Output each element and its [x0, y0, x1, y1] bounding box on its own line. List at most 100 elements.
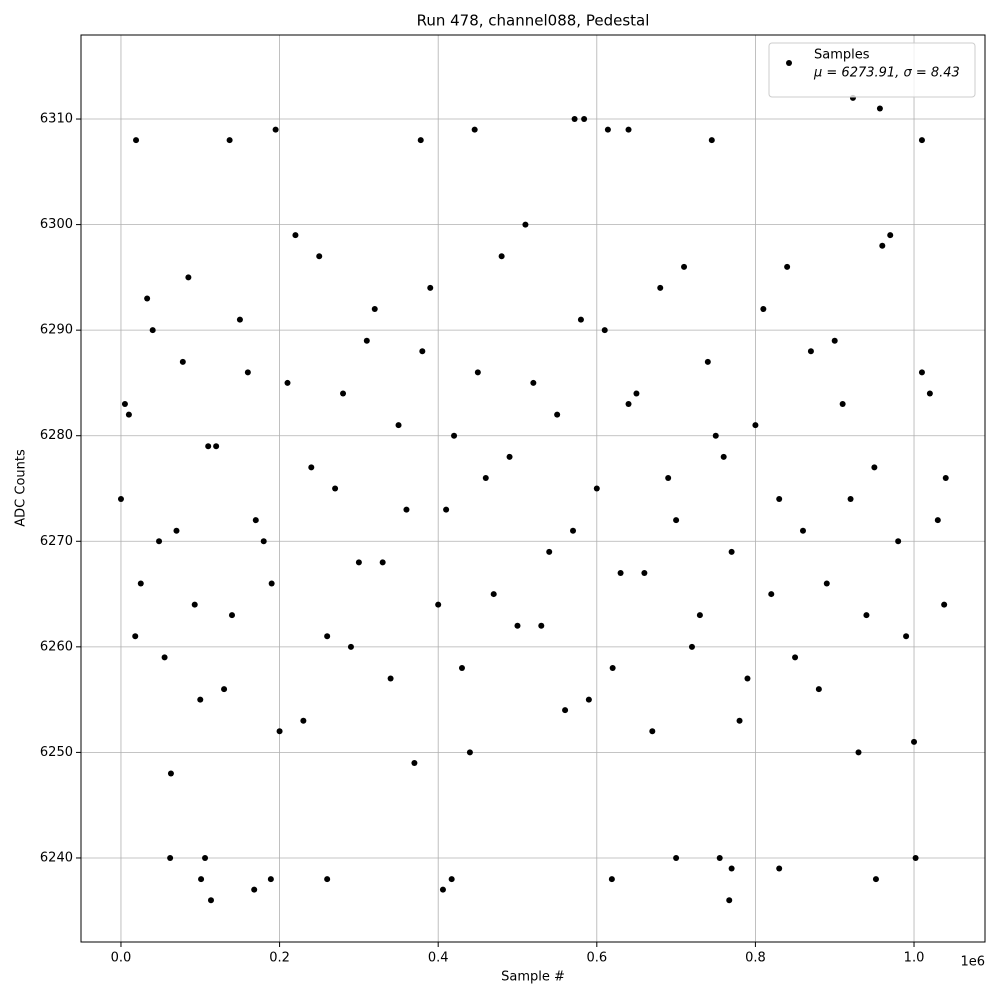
point — [895, 538, 902, 545]
point — [324, 876, 331, 883]
point — [704, 358, 711, 365]
point — [581, 116, 588, 123]
y-tick-label: 6270 — [40, 534, 73, 549]
point — [604, 126, 611, 133]
point — [728, 548, 735, 555]
point — [657, 284, 664, 291]
point — [522, 221, 529, 228]
point — [530, 379, 537, 386]
y-tick-label: 6280 — [40, 428, 73, 443]
point — [716, 854, 723, 861]
point — [912, 854, 919, 861]
point — [133, 137, 140, 144]
y-tick-label: 6240 — [40, 850, 73, 865]
point — [121, 401, 128, 408]
point — [918, 137, 925, 144]
x-offset-label: 1e6 — [960, 955, 985, 970]
point — [417, 137, 424, 144]
point — [347, 643, 354, 650]
x-tick-label: 0.0 — [111, 951, 132, 966]
legend-note: μ = 6273.91, σ = 8.43 — [813, 66, 960, 81]
point — [471, 126, 478, 133]
point — [419, 348, 426, 355]
point — [514, 622, 521, 629]
point — [167, 854, 174, 861]
point — [403, 506, 410, 513]
point — [161, 654, 168, 661]
point — [197, 696, 204, 703]
point — [482, 474, 489, 481]
point — [292, 232, 299, 239]
point — [728, 865, 735, 872]
point — [649, 728, 656, 735]
point — [435, 601, 442, 608]
point — [625, 126, 632, 133]
point — [926, 390, 933, 397]
point — [156, 538, 163, 545]
point — [191, 601, 198, 608]
point — [308, 464, 315, 471]
legend-marker — [786, 60, 792, 66]
x-tick-label: 0.8 — [745, 951, 766, 966]
chart-title: Run 478, channel088, Pedestal — [417, 12, 650, 30]
y-axis-label: ADC Counts — [14, 449, 29, 527]
x-axis-label: Sample # — [501, 970, 565, 985]
point — [720, 453, 727, 460]
point — [144, 295, 151, 302]
point — [179, 358, 186, 365]
point — [776, 496, 783, 503]
point — [839, 401, 846, 408]
point — [673, 854, 680, 861]
point — [903, 633, 910, 640]
point — [871, 464, 878, 471]
point — [577, 316, 584, 323]
point — [387, 675, 394, 682]
point — [688, 643, 695, 650]
point — [474, 369, 481, 376]
point — [221, 686, 228, 693]
point — [799, 527, 806, 534]
point — [251, 886, 258, 893]
x-tick-label: 1.0 — [904, 951, 925, 966]
point — [887, 232, 894, 239]
point — [284, 379, 291, 386]
point — [546, 548, 553, 555]
legend-label: Samples — [814, 48, 870, 63]
point — [173, 527, 180, 534]
point — [876, 105, 883, 112]
point — [466, 749, 473, 756]
point — [625, 401, 632, 408]
point — [276, 728, 283, 735]
point — [911, 738, 918, 745]
point — [571, 116, 578, 123]
point — [918, 369, 925, 376]
point — [252, 517, 259, 524]
point — [117, 496, 124, 503]
y-tick-label: 6300 — [40, 217, 73, 232]
point — [554, 411, 561, 418]
point — [760, 306, 767, 313]
point — [855, 749, 862, 756]
point — [395, 422, 402, 429]
point — [213, 443, 220, 450]
point — [941, 601, 948, 608]
point — [608, 876, 615, 883]
point — [451, 432, 458, 439]
point — [768, 591, 775, 598]
point — [712, 432, 719, 439]
point — [205, 443, 212, 450]
point — [879, 242, 886, 249]
point — [490, 591, 497, 598]
point — [673, 517, 680, 524]
point — [228, 612, 235, 619]
point — [784, 263, 791, 270]
point — [601, 327, 608, 334]
point — [776, 865, 783, 872]
point — [149, 327, 156, 334]
point — [202, 854, 209, 861]
point — [562, 707, 569, 714]
point — [823, 580, 830, 587]
point — [585, 696, 592, 703]
point — [132, 633, 139, 640]
